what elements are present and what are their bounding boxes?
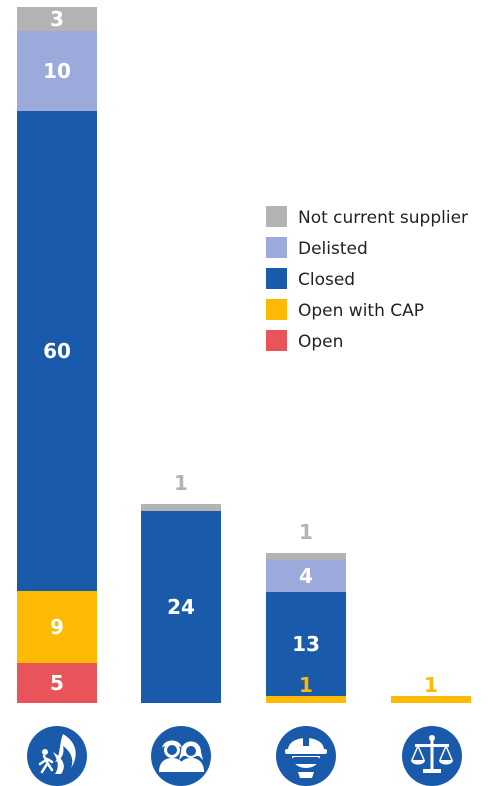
labels-group: 5 9 60 10 3 24 1 1 13 4 1 1 [43,7,438,697]
bar-segment-delisted [17,31,97,111]
legend-label-closed: Closed [298,270,355,290]
people-icon [151,726,211,786]
bar-segment-open-with-cap [17,591,97,663]
legend-swatch-not-current-supplier [266,206,287,227]
legend-swatch-closed [266,268,287,289]
legend: Not current supplier Delisted Closed Open w… [266,206,468,352]
data-label: 60 [43,339,71,363]
data-label: 1 [299,520,313,544]
data-label: 1 [174,471,188,495]
bar-segment-not-current-supplier [141,504,221,511]
category-icons [27,726,462,786]
data-label: 1 [424,673,438,697]
bar-segment-not-current-supplier [266,553,346,560]
data-label: 24 [167,595,195,619]
data-label: 3 [50,7,64,31]
legend-swatch-open-with-cap [266,299,287,320]
legend-label-not-current-supplier: Not current supplier [298,208,468,228]
legend-label-open-with-cap: Open with CAP [298,301,424,321]
data-label: 1 [299,673,313,697]
bars-group [17,7,471,703]
bar-segment-closed [17,111,97,591]
bar-segment-delisted [266,560,346,592]
bar-segment-open-with-cap [391,696,471,703]
legend-label-open: Open [298,332,343,352]
data-label: 13 [292,632,320,656]
bar-segment-not-current-supplier [17,7,97,31]
bar-segment-open-with-cap [266,696,346,703]
legend-swatch-delisted [266,237,287,258]
legend-label-delisted: Delisted [298,239,368,259]
data-label: 9 [50,615,64,639]
legend-swatch-open [266,330,287,351]
worker-helmet-icon [276,726,336,786]
data-label: 5 [50,671,64,695]
bar-segment-open [17,663,97,703]
bar-segment-closed [266,592,346,696]
bar-segment-closed [141,511,221,703]
justice-scales-icon [402,726,462,786]
fire-safety-icon [27,726,87,786]
data-label: 10 [43,59,71,83]
data-label: 4 [299,564,313,588]
